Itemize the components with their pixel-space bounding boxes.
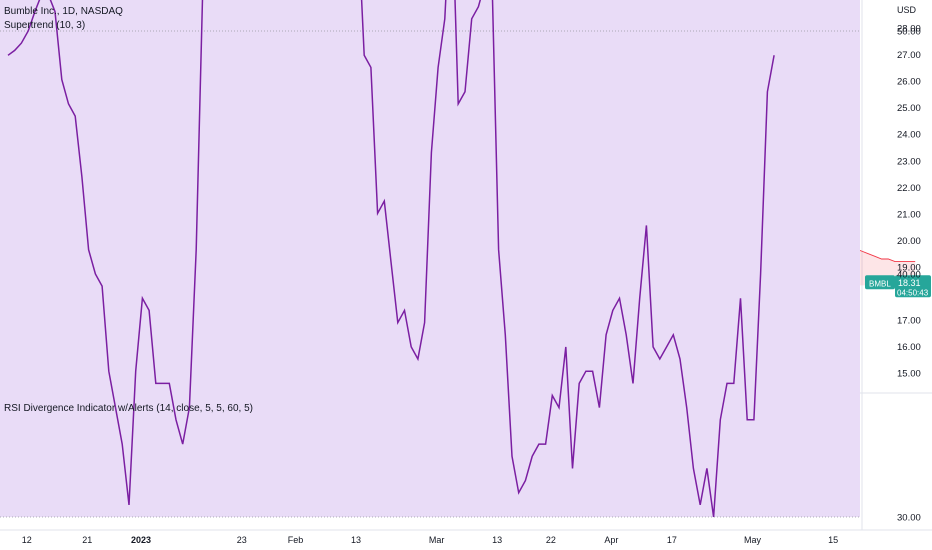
last-price-box — [895, 275, 931, 298]
last-price-label: 18.31 — [898, 278, 921, 288]
symbol-legend[interactable]: Bumble Inc., 1D, NASDAQ — [4, 6, 123, 17]
price-tick-label: 28.00 — [897, 24, 921, 35]
time-tick-label: Apr — [604, 535, 618, 545]
price-axis[interactable]: USD15.0016.0017.0018.0019.0020.0021.0022… — [865, 5, 931, 380]
time-tick-label: May — [744, 535, 762, 545]
price-tick-label: 19.00 — [897, 262, 921, 273]
bar-countdown: 04:50:43 — [897, 288, 929, 297]
ticker-label: BMBL — [869, 279, 891, 288]
time-tick-label: 21 — [82, 535, 92, 545]
price-tick-label: 26.00 — [897, 77, 921, 88]
symbol-title: Bumble Inc., 1D, NASDAQ — [4, 6, 123, 17]
time-tick-label: 23 — [237, 535, 247, 545]
price-tick-label: 27.00 — [897, 50, 921, 61]
time-tick-label: 15 — [828, 535, 838, 545]
time-tick-label: Feb — [288, 535, 304, 545]
time-tick-label: 22 — [546, 535, 556, 545]
ticker-badge — [865, 275, 895, 290]
price-tick-label: 20.00 — [897, 236, 921, 247]
price-tick-label: 25.00 — [897, 103, 921, 114]
rsi-title: RSI Divergence Indicator w/Alerts (14, c… — [4, 403, 253, 414]
time-tick-label: 12 — [22, 535, 32, 545]
currency-label: USD — [897, 5, 917, 15]
price-tick-label: 21.00 — [897, 209, 921, 220]
rsi-line — [7, 0, 775, 518]
price-tick-label: 22.00 — [897, 183, 921, 194]
price-tick-label: 16.00 — [897, 342, 921, 353]
rsi-pane — [0, 0, 860, 518]
time-tick-label: 2023 — [131, 535, 151, 545]
supertrend-legend[interactable]: Supertrend (10, 3) — [4, 20, 85, 31]
price-tick-label: 17.00 — [897, 316, 921, 327]
rsi-band — [0, 0, 860, 517]
time-axis[interactable]: 12 21 2023 23 Feb 13 Mar 13 22 Apr 17 May 15 — [0, 529, 932, 545]
price-tick-label: 23.00 — [897, 156, 921, 167]
price-tick-label: 24.00 — [897, 130, 921, 141]
time-tick-label: 17 — [667, 535, 677, 545]
rsi-tick-label: 40.00 — [897, 270, 921, 281]
time-tick-label: Mar — [429, 535, 445, 545]
supertrend-title: Supertrend (10, 3) — [4, 20, 86, 31]
rsi-tick-label: 50.00 — [897, 27, 921, 38]
rsi-tick-label: 30.00 — [897, 513, 921, 524]
time-tick-label: 13 — [351, 535, 361, 545]
price-tick-label: 15.00 — [897, 369, 921, 380]
rsi-legend[interactable]: RSI Divergence Indicator w/Alerts (14, c… — [4, 403, 253, 414]
time-tick-label: 13 — [492, 535, 502, 545]
